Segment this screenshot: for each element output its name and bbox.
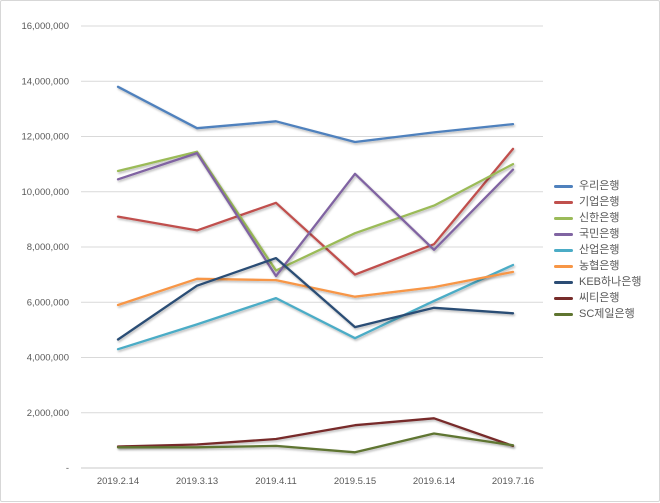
legend-label: SC제일은행 xyxy=(579,308,635,320)
y-tick-label: 10,000,000 xyxy=(21,187,69,198)
legend-label: 국민은행 xyxy=(579,228,620,240)
series-line-2 xyxy=(116,150,515,272)
legend-line-swatch-icon xyxy=(554,312,573,316)
x-tick-label: 2019.6.14 xyxy=(413,476,455,487)
y-tick-label: 14,000,000 xyxy=(21,76,69,87)
series-line-3 xyxy=(116,151,515,278)
series-line-5 xyxy=(116,270,515,307)
y-tick-label: - xyxy=(66,463,69,474)
legend-item-0: 우리은행 xyxy=(554,178,642,194)
legend-item-2: 신한은행 xyxy=(554,210,642,226)
legend-item-5: 농협은행 xyxy=(554,258,642,274)
x-tick-label: 2019.2.14 xyxy=(97,476,139,487)
y-tick-label: 2,000,000 xyxy=(27,408,69,419)
legend-line-swatch-icon xyxy=(554,248,573,252)
legend-label: 씨티은행 xyxy=(579,292,620,304)
x-tick-label: 2019.7.16 xyxy=(492,476,534,487)
series-line-1 xyxy=(116,147,515,276)
legend-label: KEB하나은행 xyxy=(579,276,642,288)
legend-label: 신한은행 xyxy=(579,212,620,224)
legend-item-3: 국민은행 xyxy=(554,226,642,242)
x-tick-label: 2019.4.11 xyxy=(255,476,297,487)
y-tick-label: 16,000,000 xyxy=(21,21,69,32)
legend-label: 기업은행 xyxy=(579,196,620,208)
legend-line-swatch-icon xyxy=(554,200,573,204)
series-line-4 xyxy=(116,263,515,351)
legend-item-6: KEB하나은행 xyxy=(554,274,642,290)
legend-line-swatch-icon xyxy=(554,184,573,188)
legend-line-swatch-icon xyxy=(554,280,573,284)
series-line-6 xyxy=(116,256,515,341)
series-line-0 xyxy=(116,85,515,144)
x-tick-label: 2019.5.15 xyxy=(334,476,376,487)
y-tick-label: 12,000,000 xyxy=(21,132,69,143)
legend-line-swatch-icon xyxy=(554,216,573,220)
legend-item-4: 산업은행 xyxy=(554,242,642,258)
legend-label: 농협은행 xyxy=(579,260,620,272)
y-tick-label: 4,000,000 xyxy=(27,353,69,364)
y-tick-label: 6,000,000 xyxy=(27,297,69,308)
series-line-8 xyxy=(116,432,515,454)
y-tick-label: 8,000,000 xyxy=(27,242,69,253)
legend-item-8: SC제일은행 xyxy=(554,306,642,322)
legend-item-1: 기업은행 xyxy=(554,194,642,210)
legend-item-7: 씨티은행 xyxy=(554,290,642,306)
legend-line-swatch-icon xyxy=(554,264,573,268)
legend-line-swatch-icon xyxy=(554,296,573,300)
x-tick-label: 2019.3.13 xyxy=(176,476,218,487)
series-line-7 xyxy=(116,417,515,448)
legend-label: 산업은행 xyxy=(579,244,620,256)
legend-label: 우리은행 xyxy=(579,180,620,192)
legend-line-swatch-icon xyxy=(554,232,573,236)
